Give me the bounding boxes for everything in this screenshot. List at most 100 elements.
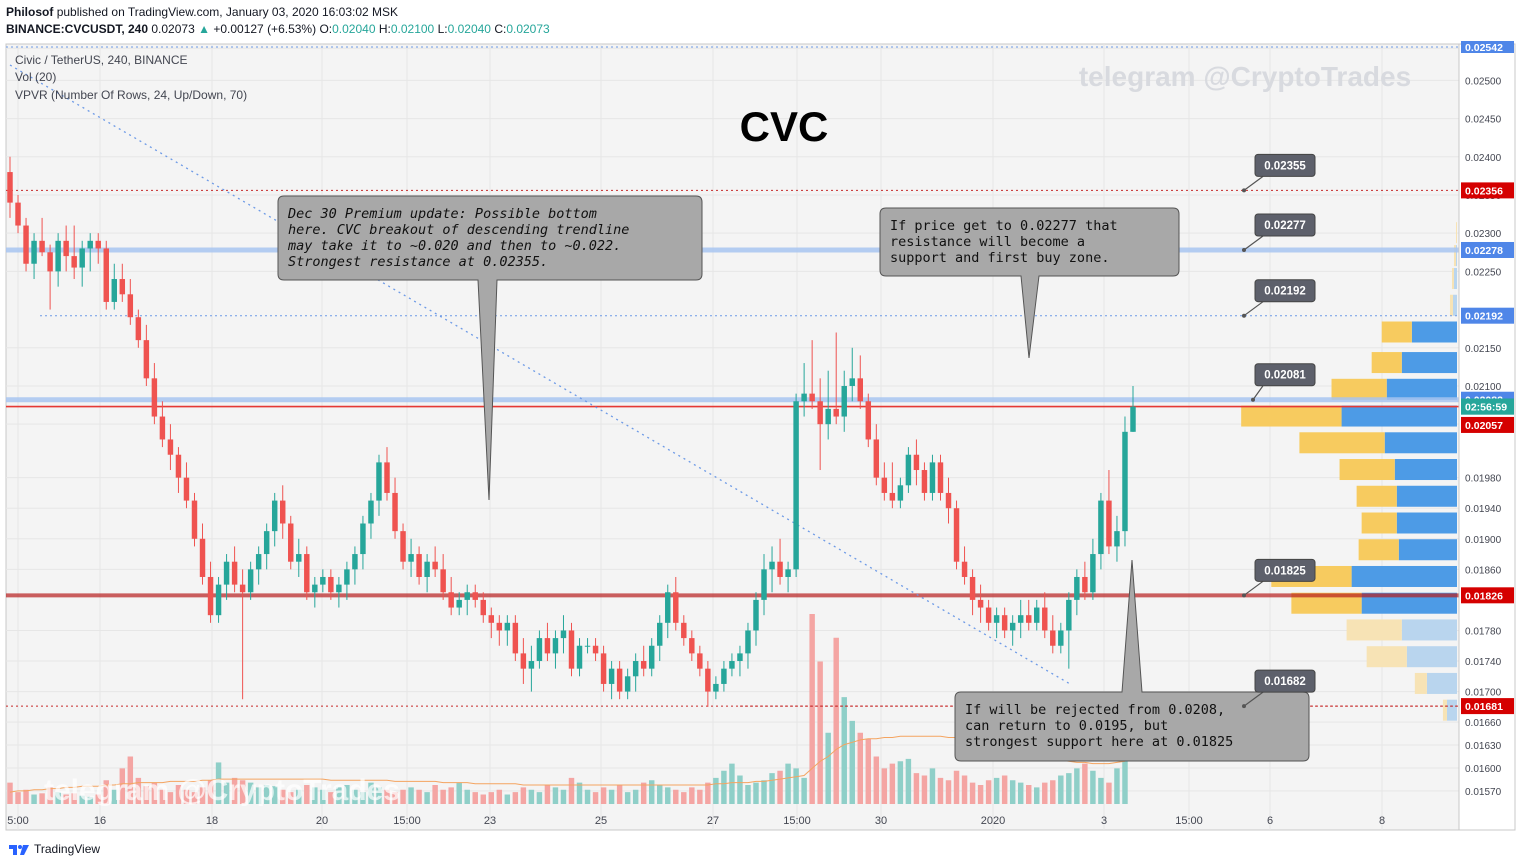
vpvr-down-bar [1411,321,1457,343]
level-label-anchor [1242,313,1246,318]
legend-vpvr: VPVR (Number Of Rows, 24, Up/Down, 70) [15,88,247,102]
price-tag-label: 02:56:59 [1465,402,1507,414]
volume-bar [304,785,310,804]
vpvr-up-bar [1339,459,1395,481]
volume-bar [913,773,920,804]
candle-body [857,378,863,402]
volume-bar [841,697,847,804]
candle-body [801,393,807,402]
price-tag-bg [1461,698,1514,715]
volume-bar [889,763,896,804]
candle-body [263,531,270,555]
volume-bar [231,777,238,804]
callout-text-line: Strongest resistance at 0.02355. [288,254,548,270]
level-label-pointer [1243,175,1264,191]
candles-layer [7,156,1136,707]
candle-body [55,240,61,272]
candle-body [360,523,366,555]
vpvr-up-bar [1291,592,1362,614]
volume-bar [95,794,101,804]
volume-bar [496,789,503,804]
candle-body [1090,554,1096,593]
volume-bar [1017,782,1024,804]
time-tick-label: 3 [1101,815,1107,827]
level-label-box [1254,558,1316,582]
candle-body [87,240,93,249]
candle-body [969,576,976,600]
volume-bar [288,792,294,804]
level-label-text: 0.02192 [1264,286,1306,298]
price-tag-label: 0.02356 [1465,185,1503,197]
author-name[interactable]: Philosof [6,5,54,19]
descending-trendline[interactable] [9,64,1071,685]
price-tag-bg [1461,398,1514,415]
footer-brand[interactable]: TradingView [34,842,101,856]
callout-text-line: may take it to ~0.020 and then to ~0.022… [287,238,621,254]
volume-bar [1042,782,1048,804]
volume-bar [63,794,69,804]
candle-body [833,408,839,417]
publish-header: Philosof published on TradingView.com, J… [6,5,398,19]
price-tick-label: 0.02450 [1465,115,1502,126]
candle-body [753,599,759,631]
volume-bar [993,777,1000,804]
price-tick-label: 0.01600 [1465,764,1502,775]
candle-body [560,630,567,639]
volume-bar [937,777,944,804]
volume-bar [464,789,470,804]
candle-body [1034,607,1040,623]
price-tag-bg [1461,416,1514,433]
volume-bar [953,770,960,804]
candle-body [769,561,775,570]
candle-body [552,638,559,654]
price-tag-bg [1461,587,1514,604]
volume-bar [969,782,976,804]
volume-bar [1009,780,1016,804]
candle-body [697,653,703,669]
price-tick-label: 0.01660 [1465,718,1502,729]
vpvr-up-bar [1356,485,1397,507]
volume-bar [408,787,414,804]
candle-body [1114,531,1120,547]
vpvr-down-bar [1398,539,1457,561]
volume-bar [544,785,551,804]
price-tick-label: 0.01900 [1465,535,1502,546]
candle-body [119,279,126,295]
level-label-box [1254,669,1316,693]
candle-body [584,645,591,647]
candle-body [1009,622,1016,631]
candle-body [488,615,495,623]
volume-bar [271,786,278,804]
high-value: 0.02100 [390,22,435,36]
candle-body [745,630,751,654]
volume-bar [416,789,422,804]
volume-bar [809,614,815,804]
volume-bar [1034,787,1040,804]
volume-bar [817,661,823,804]
candle-body [304,554,310,593]
volume-bar [23,789,29,804]
price-tag-bg [1461,182,1514,199]
volume-bar [183,789,190,804]
volume-bar [1066,773,1072,804]
volume-bar [1025,785,1032,804]
candle-body [1050,630,1056,646]
legend-vol: Vol (20) [15,70,56,84]
candle-body [961,561,968,577]
vpvr-down-bar [1341,405,1457,427]
candle-body [817,401,823,425]
candle-body [39,240,45,253]
candle-body [624,676,631,692]
volume-bar [111,789,118,804]
volume-bar [432,785,438,804]
vpvr-down-bar [1406,646,1457,668]
candle-body [640,661,647,669]
time-tick-label: 23 [484,815,496,827]
price-tick-label: 0.01980 [1465,474,1502,485]
published-text: published on TradingView.com, January 03… [56,5,399,19]
volume-bar [961,775,968,804]
volume-bar [745,785,751,804]
candle-body [344,569,350,585]
time-tick-label: 6 [1267,815,1273,827]
